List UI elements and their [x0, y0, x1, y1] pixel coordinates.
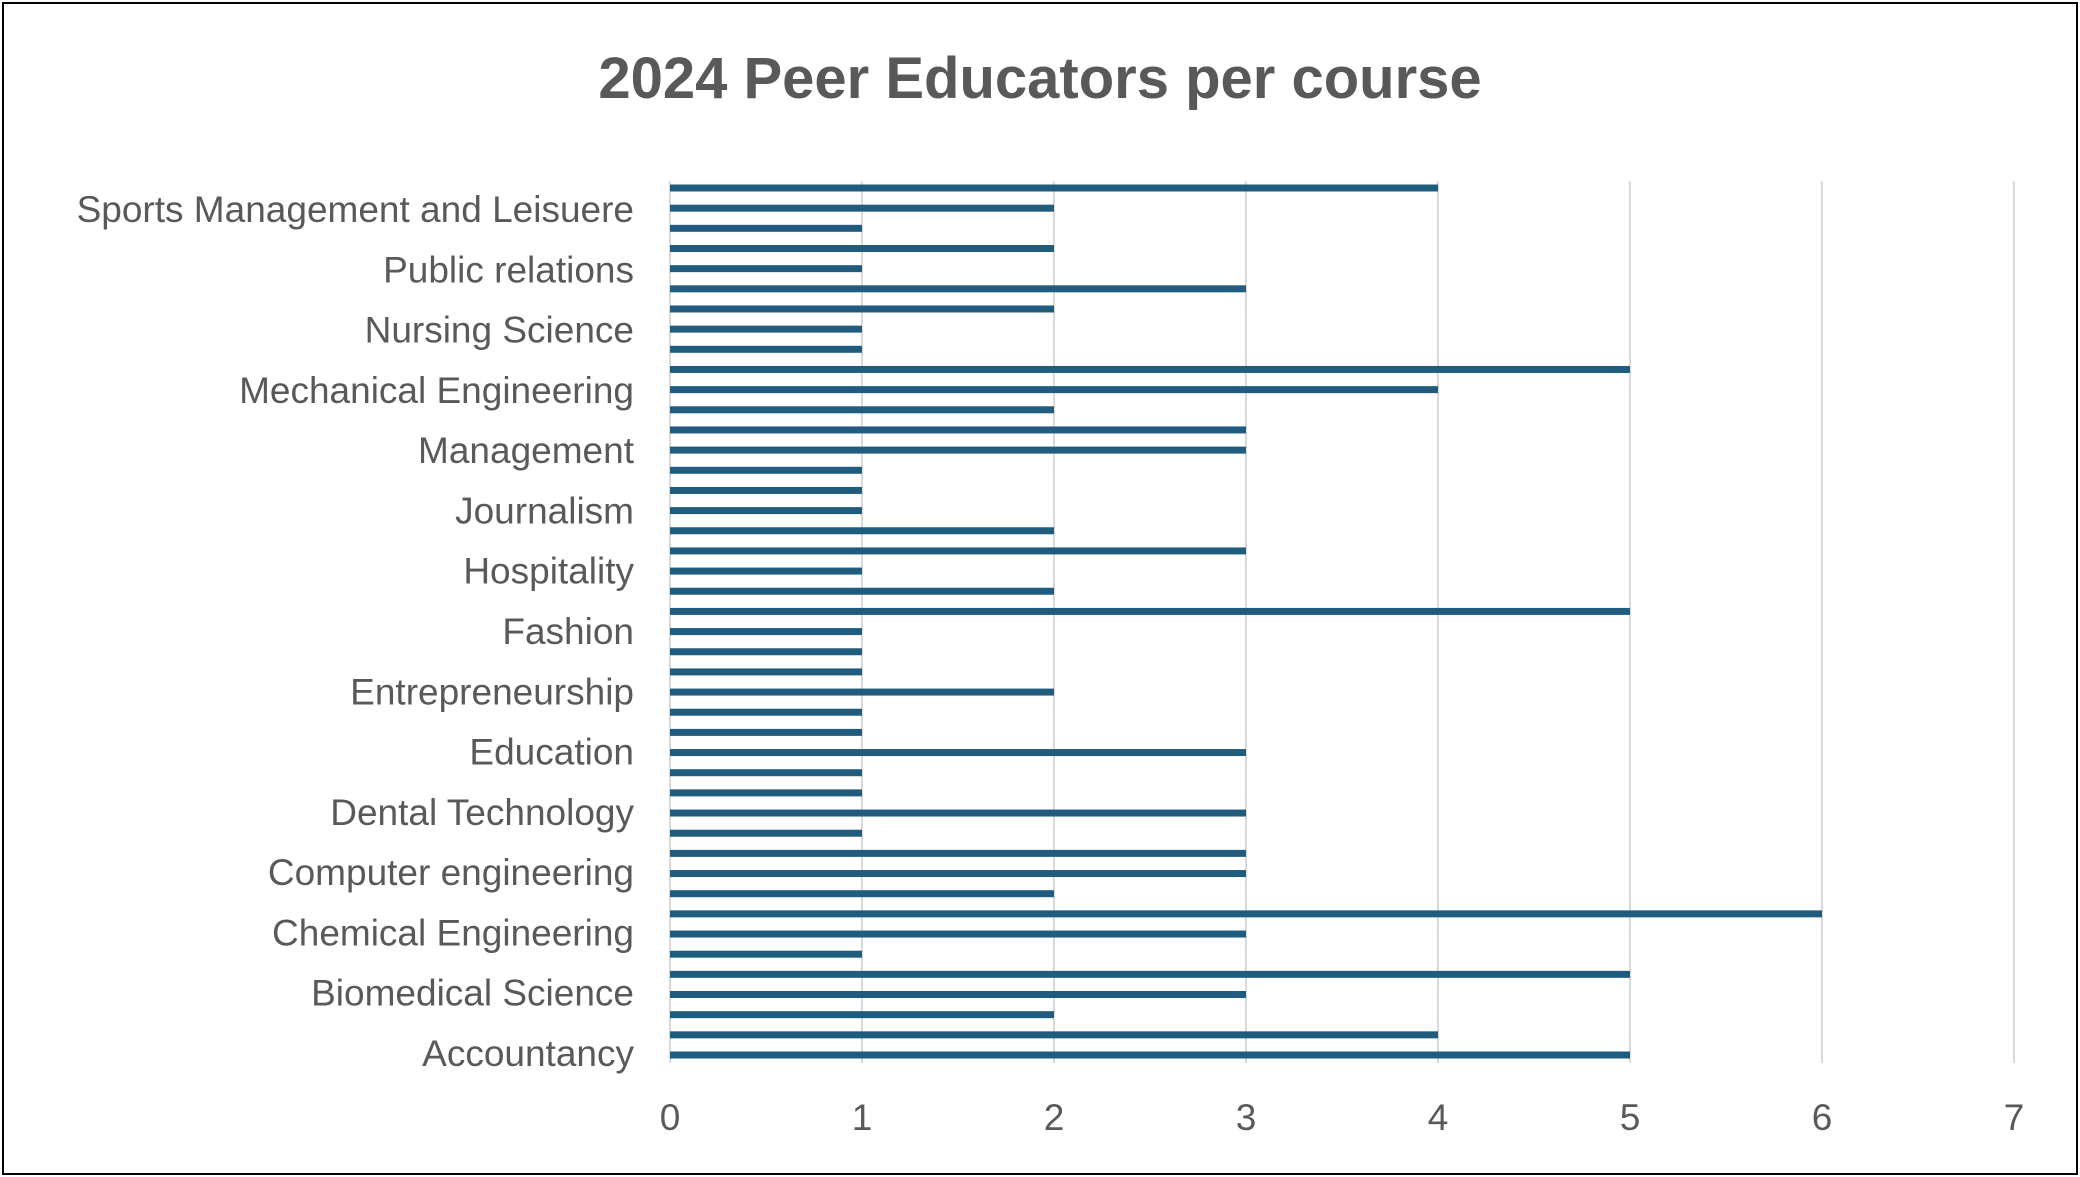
x-tick-label: 3 [1236, 1097, 1257, 1138]
bar [670, 587, 1054, 595]
bar [670, 325, 862, 333]
bar [670, 607, 1630, 615]
x-tick-label: 6 [1812, 1097, 1833, 1138]
bar [670, 769, 862, 777]
bar [670, 628, 862, 636]
bar [670, 547, 1246, 555]
x-tick-label: 2 [1044, 1097, 1065, 1138]
bar [670, 285, 1246, 293]
category-label: Computer engineering [268, 852, 634, 893]
bar [670, 950, 862, 958]
bar [670, 244, 1054, 252]
category-label: Education [469, 732, 634, 773]
category-label: Chemical Engineering [272, 912, 634, 953]
bar [670, 466, 862, 474]
category-labels: Sports Management and Leisuere Public rel… [77, 189, 635, 1074]
bar [670, 688, 1054, 696]
bar [670, 446, 1246, 454]
x-tick-label: 1 [852, 1097, 873, 1138]
category-label: Entrepreneurship [350, 671, 634, 712]
category-label: Sports Management and Leisuere [77, 189, 634, 230]
category-label: Public relations [383, 249, 634, 290]
bar [670, 265, 862, 273]
bar [670, 930, 1246, 938]
bar [670, 507, 862, 515]
bar [670, 970, 1630, 978]
bar [670, 386, 1438, 394]
bar [670, 204, 1054, 212]
bar [670, 184, 1438, 192]
bar [670, 567, 862, 575]
bar [670, 365, 1630, 373]
category-label: Dental Technology [330, 792, 634, 833]
bar [670, 910, 1822, 918]
category-label: Nursing Science [365, 310, 634, 351]
bar [670, 849, 1246, 857]
bar [670, 1031, 1438, 1039]
chart-title: 2024 Peer Educators per course [598, 46, 1481, 111]
x-tick-label: 4 [1428, 1097, 1449, 1138]
bar [670, 991, 1246, 999]
bar [670, 829, 862, 837]
category-label: Mechanical Engineering [239, 370, 634, 411]
x-tick-labels: 0 1 2 3 4 5 6 7 [660, 1097, 2025, 1138]
bar [670, 708, 862, 716]
x-tick-label: 0 [660, 1097, 681, 1138]
bar [670, 527, 1054, 535]
bar [670, 789, 862, 797]
bar [670, 486, 862, 494]
x-tick-label: 7 [2004, 1097, 2025, 1138]
category-label: Accountancy [422, 1033, 634, 1074]
bar [670, 870, 1246, 878]
x-tick-label: 5 [1620, 1097, 1641, 1138]
bar [670, 809, 1246, 817]
bar [670, 1051, 1630, 1059]
category-label: Fashion [502, 611, 634, 652]
bar-chart: 2024 Peer Educators per course Sports Ma… [77, 46, 2025, 1138]
bar [670, 345, 862, 353]
bar [670, 728, 862, 736]
category-label: Journalism [455, 490, 634, 531]
bar [670, 1011, 1054, 1019]
bar [670, 668, 862, 676]
bar [670, 749, 1246, 757]
category-label: Biomedical Science [311, 973, 634, 1014]
bar [670, 406, 1054, 414]
bar [670, 890, 1054, 898]
category-label: Management [418, 430, 635, 471]
bar [670, 305, 1054, 313]
category-label: Hospitality [463, 551, 634, 592]
bar [670, 224, 862, 232]
bars [670, 184, 1822, 1059]
bar [670, 648, 862, 656]
bar [670, 426, 1246, 434]
